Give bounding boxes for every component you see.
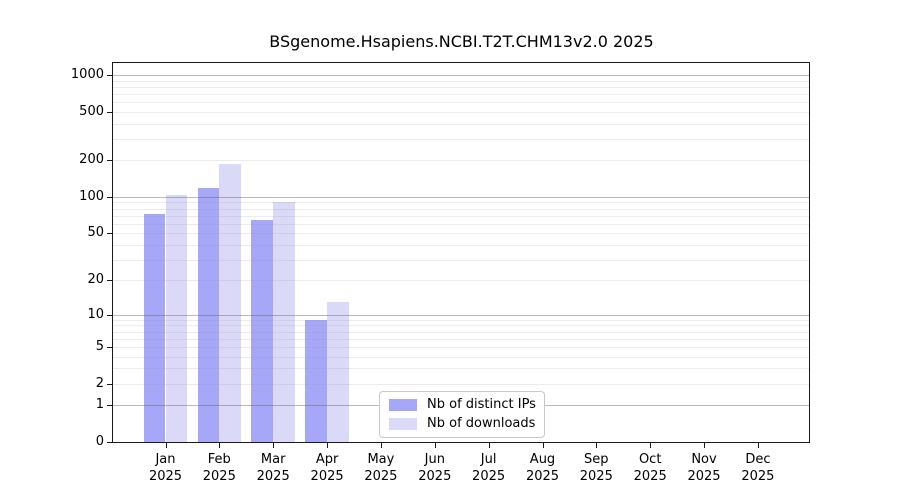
gridline-minor (113, 331, 809, 333)
bar-downloads (219, 164, 242, 442)
gridline-major (113, 196, 809, 198)
gridline-minor (113, 346, 809, 348)
bars-layer (113, 63, 809, 442)
gridline-minor (113, 259, 809, 261)
gridline-minor (113, 338, 809, 340)
x-tick-label: Sep 2025 (579, 452, 613, 484)
gridline-minor (113, 233, 809, 235)
gridline-minor (113, 280, 809, 282)
grid-layer (113, 63, 809, 442)
gridline-minor (113, 202, 809, 204)
x-axis-tick (542, 443, 544, 448)
y-axis-tick (107, 346, 112, 348)
x-axis-tick (327, 443, 329, 448)
x-tick-label: Mar 2025 (256, 452, 290, 484)
bar-downloads (327, 301, 349, 442)
x-axis-tick (650, 443, 652, 448)
chart-title: BSgenome.Hsapiens.NCBI.T2T.CHM13v2.0 202… (269, 32, 654, 51)
x-axis-tick (434, 443, 436, 448)
y-tick-label: 200 (79, 152, 104, 168)
gridline-minor (113, 102, 809, 104)
bar-distinct-ips (251, 220, 274, 442)
x-axis-tick (488, 443, 490, 448)
x-axis-tick (273, 443, 275, 448)
y-axis-tick (107, 405, 112, 407)
gridline-minor (113, 244, 809, 246)
x-tick-label: Aug 2025 (525, 452, 560, 484)
y-axis-tick (107, 314, 112, 316)
gridline-major (113, 75, 809, 76)
legend-swatch-downloads (389, 418, 417, 430)
gridline-minor (113, 215, 809, 217)
legend-label-downloads: Nb of downloads (427, 416, 536, 431)
gridline-minor (113, 223, 809, 225)
gridline-minor (113, 138, 809, 140)
y-tick-label: 50 (87, 225, 104, 241)
x-tick-label: Jan 2025 (148, 452, 183, 484)
y-tick-label: 1 (95, 397, 104, 413)
y-tick-label: 2 (95, 375, 104, 391)
y-axis-tick (107, 383, 112, 385)
y-axis-tick (107, 196, 112, 198)
legend-swatch-distinct-ips (389, 399, 417, 411)
y-tick-label: 100 (79, 188, 104, 204)
gridline-minor (113, 80, 809, 82)
y-axis-tick (107, 111, 112, 113)
y-axis-tick (107, 75, 112, 76)
y-axis-tick (107, 160, 112, 162)
x-tick-label: Oct 2025 (633, 452, 667, 484)
x-tick-label: Dec 2025 (741, 452, 775, 484)
legend-item-distinct-ips: Nb of distinct IPs (389, 397, 536, 412)
y-tick-label: 5 (95, 338, 104, 354)
x-tick-label: Jun 2025 (418, 452, 452, 484)
gridline-minor (113, 208, 809, 210)
gridline-minor (113, 325, 809, 327)
y-tick-label: 0 (95, 434, 104, 449)
y-axis-tick (107, 442, 112, 443)
gridline-minor (113, 356, 809, 358)
x-axis-tick (380, 443, 382, 448)
x-tick-label: May 2025 (364, 452, 398, 484)
gridline-minor (113, 368, 809, 370)
gridline-minor (113, 93, 809, 95)
gridline-minor (113, 111, 809, 113)
x-tick-label: Jul 2025 (472, 452, 506, 484)
x-axis-tick (596, 443, 598, 448)
gridline-minor (113, 383, 809, 385)
x-tick-label: Apr 2025 (310, 452, 344, 484)
x-axis-tick (219, 443, 221, 448)
gridline-minor (113, 160, 809, 162)
legend-label-distinct-ips: Nb of distinct IPs (427, 397, 536, 412)
gridline-minor (113, 123, 809, 125)
y-axis-tick (107, 280, 112, 282)
bar-downloads (273, 202, 295, 442)
y-tick-label: 20 (87, 272, 104, 288)
bar-distinct-ips (143, 214, 166, 442)
bar-distinct-ips (197, 188, 220, 442)
y-tick-label: 10 (87, 306, 104, 322)
legend: Nb of distinct IPs Nb of downloads (379, 391, 545, 438)
gridline-minor (113, 86, 809, 88)
x-axis-tick (165, 443, 167, 448)
x-tick-label: Nov 2025 (687, 452, 721, 484)
x-axis-tick (704, 443, 705, 448)
y-tick-label: 1000 (70, 67, 104, 82)
legend-item-downloads: Nb of downloads (389, 417, 535, 431)
y-axis-tick (107, 233, 112, 235)
bar-distinct-ips (305, 319, 328, 442)
gridline-minor (113, 319, 809, 321)
x-tick-label: Feb 2025 (202, 452, 236, 484)
x-axis-tick (757, 443, 759, 448)
bar-downloads (165, 194, 188, 442)
gridline-major (113, 314, 809, 316)
plot-area (112, 62, 810, 443)
y-tick-label: 500 (79, 103, 104, 119)
